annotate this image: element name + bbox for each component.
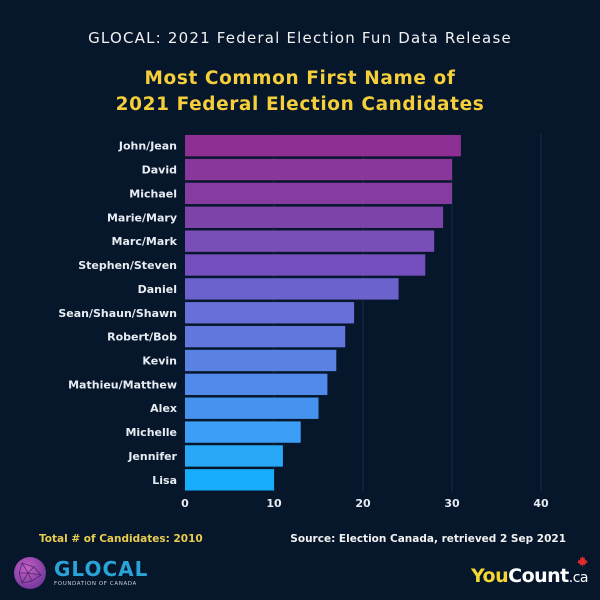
category-label: Marie/Mary [107,211,177,224]
chart-title-line-2: 2021 Federal Election Candidates [115,94,485,115]
bars [185,135,461,491]
total-candidates-label: Total # of Candidates: 2010 [39,533,203,545]
globe-network-icon [14,557,46,589]
bar [185,182,452,205]
bar [185,158,452,181]
category-label: Kevin [142,354,177,367]
category-label: Daniel [138,283,177,296]
bar [185,206,444,228]
bar [185,278,399,300]
bar [185,230,435,252]
category-label: Jennifer [127,450,177,463]
category-label: Mathieu/Matthew [68,378,177,391]
category-label: Lisa [152,474,177,487]
bar [185,421,301,443]
x-tick-label: 10 [266,497,282,510]
category-label: John/Jean [118,140,177,153]
bar [185,254,426,276]
youcount-you: You [471,565,509,587]
x-tick-label: 20 [355,497,371,510]
category-label: David [142,164,177,177]
x-tick-label: 30 [444,497,460,510]
category-label: Stephen/Steven [78,259,177,272]
category-label: Robert/Bob [107,331,177,344]
x-tick-label: 0 [181,497,189,510]
category-label: Michelle [125,426,177,439]
glocal-logo: GLOCAL FOUNDATION OF CANADA [14,557,148,589]
youcount-count: Count [508,565,569,587]
chart-title-line-1: Most Common First Name of [144,68,456,89]
x-tick-label: 40 [533,497,549,510]
category-label: Sean/Shaun/Shawn [58,307,177,320]
category-labels: John/Jean David Michael Marie/Mary Marc/Mark… [58,140,177,487]
bar [185,397,319,419]
youcount-logo: YouCount.ca [471,556,589,587]
maple-leaf-icon [577,556,588,570]
bar [185,373,328,396]
x-tick-labels: 0 10 20 30 40 [181,497,549,510]
source-label: Source: Election Canada, retrieved 2 Sep… [290,533,566,545]
bar [185,445,283,467]
bar [185,135,461,157]
bar [185,349,337,372]
chart-title: Most Common First Name of 2021 Federal E… [0,66,600,118]
glocal-subtitle: FOUNDATION OF CANADA [54,581,137,587]
supertitle: GLOCAL: 2021 Federal Election Fun Data R… [88,29,512,47]
bar [185,325,346,348]
bar [185,302,355,324]
youcount-ca: .ca [568,570,589,586]
category-label: Michael [129,187,177,200]
category-label: Alex [150,402,177,415]
glocal-name: GLOCAL [54,557,149,581]
category-label: Marc/Mark [112,235,178,248]
bar [185,469,274,491]
